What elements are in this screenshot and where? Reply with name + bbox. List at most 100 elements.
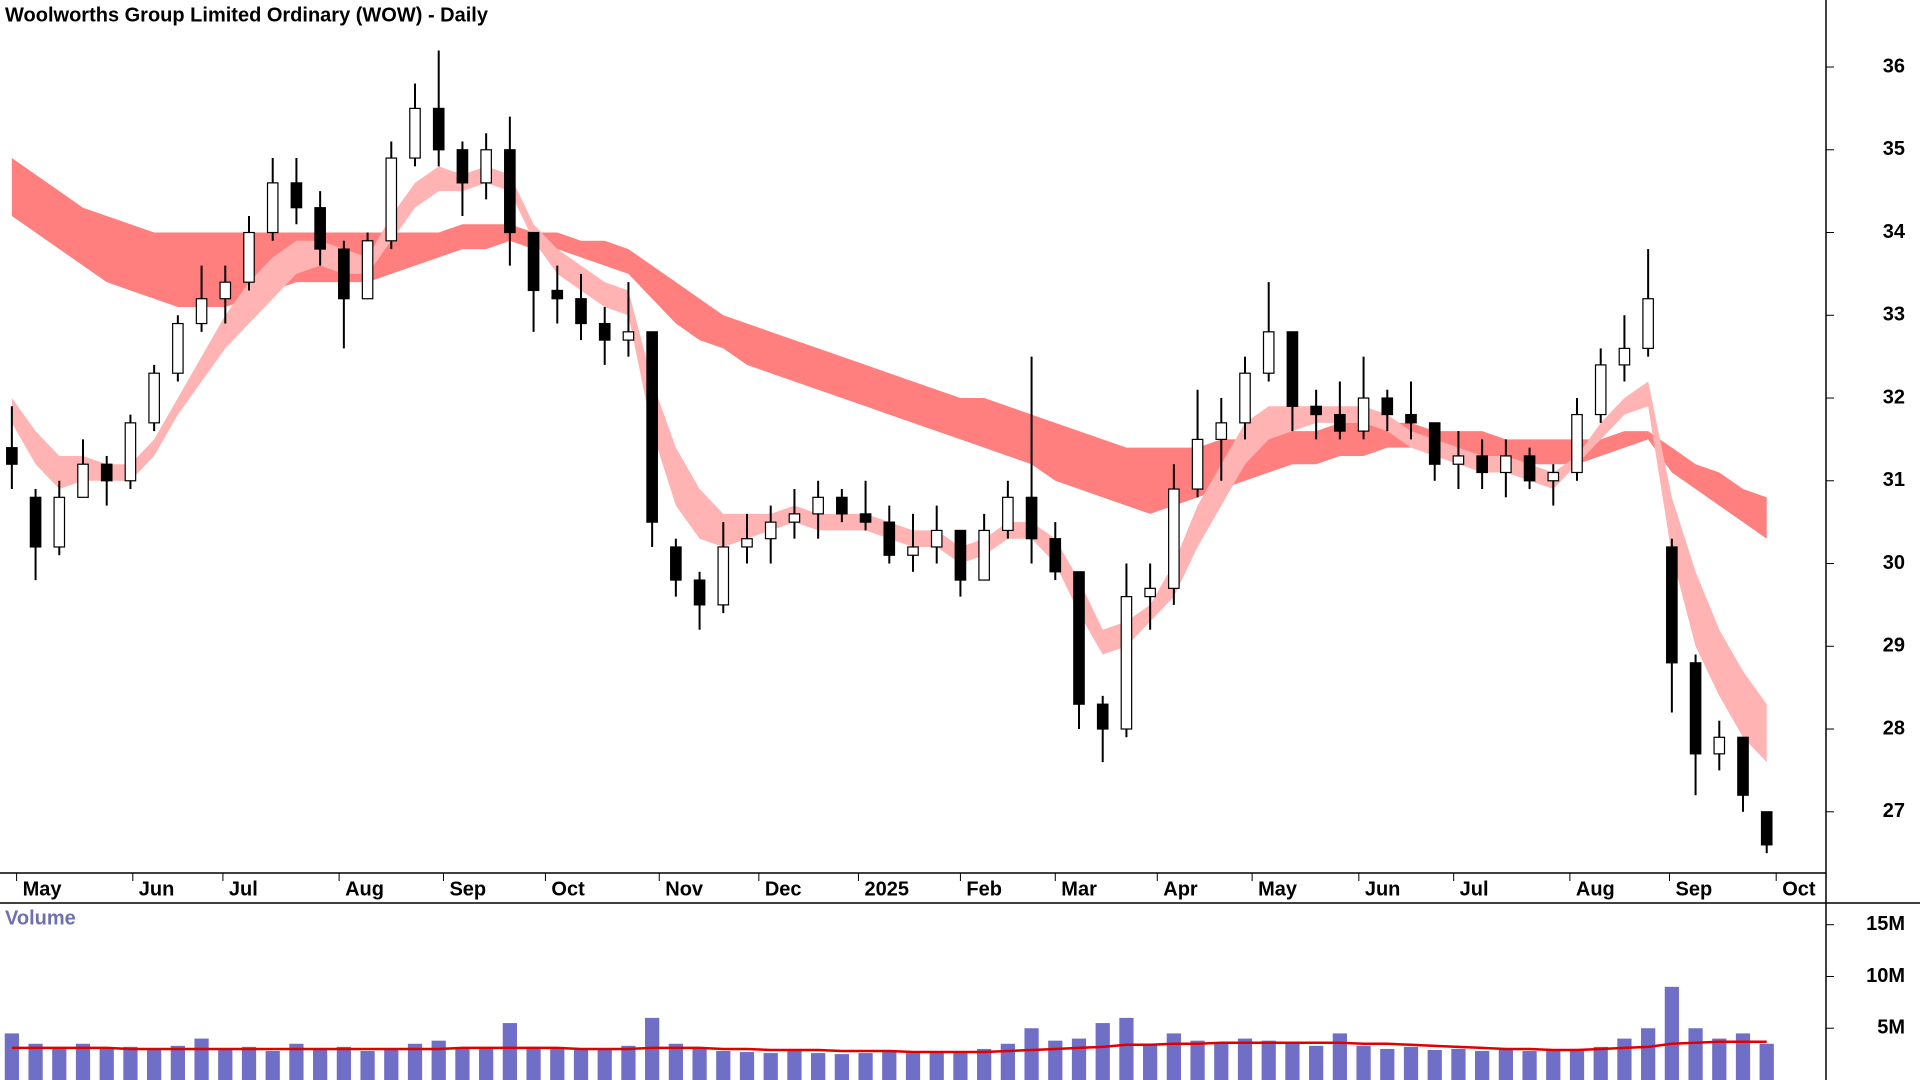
volume-bar xyxy=(194,1038,209,1080)
volume-bar xyxy=(1356,1045,1371,1080)
volume-bar xyxy=(858,1053,873,1080)
candle-body xyxy=(1168,488,1180,589)
candle-body xyxy=(504,149,516,234)
candle-body xyxy=(836,496,848,515)
volume-bar xyxy=(218,1048,233,1080)
candle-body xyxy=(1713,736,1726,755)
volume-bar xyxy=(739,1052,755,1080)
candle-body xyxy=(1452,455,1465,465)
y-tick-label: 31 xyxy=(1883,469,1905,491)
volume-bar xyxy=(1048,1040,1063,1080)
x-tick-label: Feb xyxy=(966,878,1002,900)
x-tick-label: May xyxy=(1258,878,1298,900)
candle-body xyxy=(314,207,326,250)
volume-bar xyxy=(407,1043,423,1080)
y-tick-label: 27 xyxy=(1883,800,1905,822)
candle-body xyxy=(148,372,160,424)
y-tick-label: 33 xyxy=(1883,304,1905,326)
candle-body xyxy=(409,107,421,159)
candle-body xyxy=(1523,455,1536,482)
volume-bar xyxy=(1285,1043,1300,1080)
y-tick-label: 15M xyxy=(1866,913,1905,935)
candle-body xyxy=(1737,736,1749,796)
volume-bar xyxy=(1451,1048,1466,1080)
candle-body xyxy=(741,538,753,548)
candle-body xyxy=(1073,571,1085,705)
x-tick-label: Jun xyxy=(1365,878,1401,900)
volume-bar xyxy=(692,1048,707,1080)
candle-body xyxy=(1428,422,1441,465)
candle-body xyxy=(53,496,66,548)
candle-body xyxy=(1144,587,1156,598)
x-tick-label: May xyxy=(23,878,63,900)
volume-bar xyxy=(668,1043,683,1080)
volume-bar xyxy=(1403,1046,1419,1080)
ma-band xyxy=(11,158,1767,539)
candle-body xyxy=(100,463,113,482)
candle-body xyxy=(717,546,730,606)
volume-bar xyxy=(265,1051,280,1080)
volume-bar xyxy=(52,1048,67,1080)
volume-bar xyxy=(1688,1028,1703,1080)
volume-bar xyxy=(977,1048,992,1080)
volume-bar xyxy=(1166,1033,1181,1080)
volume-bar xyxy=(1024,1028,1039,1080)
candle-body xyxy=(693,579,706,606)
volume-bar xyxy=(4,1033,19,1080)
volume-bar xyxy=(1119,1017,1134,1080)
candle-body xyxy=(6,447,18,465)
volume-average xyxy=(11,1040,1767,1054)
candle-body xyxy=(385,157,398,242)
volume-bar xyxy=(1498,1049,1513,1080)
candle-body xyxy=(788,513,801,523)
x-tick-label: Sep xyxy=(449,878,486,900)
y-tick-label: 10M xyxy=(1866,965,1905,987)
candle-body xyxy=(1357,397,1370,432)
candle-body xyxy=(124,422,137,482)
candle-body xyxy=(1594,364,1607,416)
volume-bar xyxy=(455,1048,470,1080)
candle-body xyxy=(1618,347,1631,366)
candle-body xyxy=(456,149,469,184)
volume-bar xyxy=(1261,1040,1276,1080)
candle-body xyxy=(1262,331,1275,374)
volume-bar xyxy=(147,1048,162,1080)
volume-bar xyxy=(99,1048,114,1080)
volume-bar xyxy=(1593,1046,1608,1080)
volume-bar xyxy=(1190,1040,1205,1080)
candle-body xyxy=(290,182,303,209)
x-tick-label: Aug xyxy=(1576,878,1615,900)
candle-body xyxy=(361,240,374,300)
candle-body xyxy=(812,496,824,515)
volume-bar xyxy=(1569,1048,1585,1080)
y-tick-label: 36 xyxy=(1883,55,1905,77)
candle-body xyxy=(338,248,350,300)
candle-body xyxy=(1500,455,1512,474)
candle-body xyxy=(764,521,777,540)
volume-bar xyxy=(526,1046,541,1080)
candle-body xyxy=(1334,413,1346,432)
candle-body xyxy=(1381,397,1394,416)
volume-bar xyxy=(360,1051,375,1080)
volume-bar xyxy=(384,1048,399,1080)
candle-body xyxy=(1286,331,1299,407)
y-tick-label: 28 xyxy=(1883,717,1905,739)
volume-bar xyxy=(716,1051,731,1080)
x-tick-label: 2025 xyxy=(864,878,909,900)
candle-body xyxy=(195,298,208,325)
candle-body xyxy=(77,463,89,498)
volume-bar xyxy=(170,1045,185,1080)
volume-bar xyxy=(1475,1051,1490,1080)
volume-bar xyxy=(597,1048,612,1080)
y-tick-label: 30 xyxy=(1883,552,1905,574)
volume-bar xyxy=(1617,1038,1632,1080)
candle-body xyxy=(883,521,896,556)
candle-body xyxy=(1002,496,1014,532)
candle-body xyxy=(243,231,255,283)
candle-body xyxy=(598,322,611,341)
volume-bar xyxy=(1546,1049,1561,1080)
candle-body xyxy=(670,546,682,581)
volume-bar xyxy=(1522,1051,1537,1080)
candle-body xyxy=(930,529,943,548)
